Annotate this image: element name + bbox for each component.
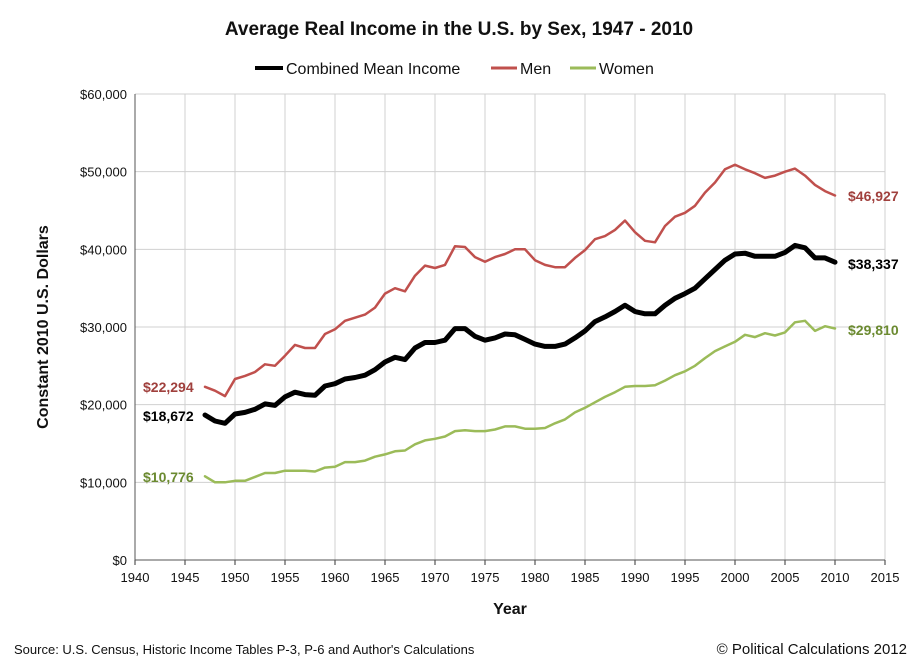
y-axis-title: Constant 2010 U.S. Dollars xyxy=(35,225,52,429)
x-axis-title: Year xyxy=(493,601,527,618)
tick-labels: $0 $10,000 $20,000 $30,000 $40,000 $50,000 $60… xyxy=(80,87,899,585)
women-start-label: $10,776 xyxy=(143,469,194,485)
source-note: Source: U.S. Census, Historic Income Tab… xyxy=(14,642,475,657)
y-tick-label: $50,000 xyxy=(80,165,127,180)
series-line-men xyxy=(203,163,837,398)
women-end-label: $29,810 xyxy=(848,322,899,338)
combined-start-label: $18,672 xyxy=(143,408,194,424)
x-tick-label: 1975 xyxy=(471,570,500,585)
y-tick-label: $60,000 xyxy=(80,87,127,102)
x-tick-label: 1950 xyxy=(221,570,250,585)
y-tick-label: $40,000 xyxy=(80,242,127,257)
x-tick-label: 2000 xyxy=(721,570,750,585)
x-tick-label: 1995 xyxy=(671,570,700,585)
x-tick-label: 1965 xyxy=(371,570,400,585)
y-tick-label: $30,000 xyxy=(80,320,127,335)
x-tick-label: 1955 xyxy=(271,570,300,585)
x-tick-label: 1960 xyxy=(321,570,350,585)
x-tick-label: 1990 xyxy=(621,570,650,585)
y-tick-label: $10,000 xyxy=(80,475,127,490)
men-end-label: $46,927 xyxy=(848,188,899,204)
men-start-label: $22,294 xyxy=(143,379,194,395)
legend-label-men: Men xyxy=(520,61,551,78)
chart-title: Average Real Income in the U.S. by Sex, … xyxy=(225,19,693,40)
series-lines xyxy=(202,163,838,484)
y-tick-label: $20,000 xyxy=(80,398,127,413)
end-labels: $22,294 $18,672 $10,776 $46,927 $38,337 … xyxy=(143,188,899,485)
axes xyxy=(134,94,886,565)
gridlines xyxy=(135,93,886,560)
combined-end-label: $38,337 xyxy=(848,256,899,272)
legend-label-combined: Combined Mean Income xyxy=(286,61,460,78)
x-tick-label: 2005 xyxy=(771,570,800,585)
x-tick-label: 1940 xyxy=(121,570,150,585)
x-tick-label: 1970 xyxy=(421,570,450,585)
x-tick-label: 1980 xyxy=(521,570,550,585)
series-line-combined-mean-income xyxy=(202,242,838,426)
y-tick-label: $0 xyxy=(113,553,127,568)
series-line-women xyxy=(203,319,837,484)
credit-note: © Political Calculations 2012 xyxy=(717,641,907,658)
x-tick-label: 2015 xyxy=(871,570,900,585)
x-tick-label: 1945 xyxy=(171,570,200,585)
legend-label-women: Women xyxy=(599,61,654,78)
legend: Combined Mean Income Men Women xyxy=(255,61,654,78)
x-tick-label: 2010 xyxy=(821,570,850,585)
x-tick-label: 1985 xyxy=(571,570,600,585)
